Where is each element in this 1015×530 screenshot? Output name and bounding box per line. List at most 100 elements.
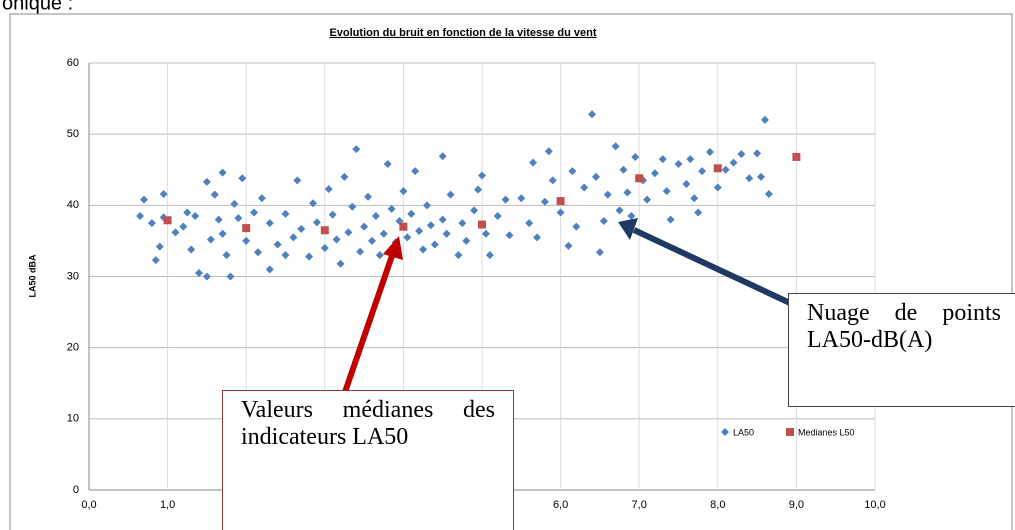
- diamond-marker: [643, 195, 652, 204]
- diamond-marker: [265, 265, 274, 274]
- diamond-marker: [615, 206, 624, 215]
- diamond-marker: [540, 197, 549, 206]
- diamond-marker: [458, 219, 467, 228]
- diamond-marker: [737, 150, 746, 159]
- diamond-marker: [226, 272, 235, 281]
- diamond-marker: [454, 251, 463, 260]
- diamond-marker: [159, 189, 168, 198]
- diamond-marker: [218, 168, 227, 177]
- diamond-marker: [533, 233, 542, 242]
- diamond-marker: [505, 231, 514, 240]
- diamond-marker: [364, 192, 373, 201]
- diamond-marker: [572, 222, 581, 231]
- diamond-marker: [171, 228, 180, 237]
- diamond-marker: [191, 212, 200, 221]
- diamond-marker: [690, 194, 699, 203]
- y-tick-label: 50: [67, 128, 79, 140]
- diamond-marker: [222, 251, 231, 260]
- diamond-marker: [352, 145, 361, 154]
- navy-arrow: [632, 227, 792, 306]
- diamond-marker: [568, 167, 577, 176]
- diamond-marker: [474, 185, 483, 194]
- diamond-marker: [686, 155, 695, 164]
- diamond-marker: [493, 212, 502, 221]
- diamond-marker: [729, 158, 738, 167]
- diamond-marker: [238, 174, 247, 183]
- diamond-marker: [438, 215, 447, 224]
- diamond-marker: [147, 219, 156, 228]
- diamond-marker: [379, 229, 388, 238]
- y-tick-label: 10: [67, 413, 79, 425]
- diamond-marker: [187, 245, 196, 254]
- diamond-marker: [658, 155, 667, 164]
- diamond-marker: [426, 221, 435, 230]
- diamond-marker: [324, 184, 333, 193]
- navy-arrowhead: [618, 218, 638, 240]
- diamond-marker: [662, 187, 671, 196]
- diamond-marker: [312, 218, 321, 227]
- y-tick-label: 60: [67, 57, 79, 69]
- diamond-marker: [273, 240, 282, 249]
- diamond-marker: [253, 248, 262, 257]
- diamond-marker: [446, 190, 455, 199]
- diamond-marker: [631, 152, 640, 161]
- diamond-marker: [411, 167, 420, 176]
- x-tick-label: 1,0: [160, 499, 175, 511]
- diamond-marker: [517, 194, 526, 203]
- diamond-marker: [136, 212, 145, 221]
- diamond-marker: [419, 245, 428, 254]
- y-tick-label: 40: [67, 199, 79, 211]
- diamond-marker: [155, 242, 164, 251]
- diamond-marker: [580, 183, 589, 192]
- diamond-marker: [309, 199, 318, 208]
- square-marker: [478, 220, 486, 229]
- diamond-marker: [713, 183, 722, 192]
- chart-title: Evolution du bruit en fonction de la vit…: [329, 27, 596, 39]
- square-marker: [786, 428, 794, 436]
- diamond-marker: [371, 212, 380, 221]
- diamond-marker: [666, 215, 675, 224]
- legend-label: LA50: [733, 427, 754, 437]
- diamond-marker: [544, 147, 553, 156]
- square-marker: [163, 216, 172, 225]
- diamond-marker: [757, 172, 766, 181]
- y-axis-label: LA50 dBA: [27, 254, 37, 298]
- median-note: Valeurs médianes des indicateurs LA50: [222, 390, 514, 530]
- diamond-marker: [367, 236, 376, 245]
- diamond-marker: [218, 229, 227, 238]
- square-marker: [399, 222, 408, 231]
- diamond-marker: [332, 235, 341, 244]
- diamond-marker: [140, 195, 149, 204]
- diamond-marker: [619, 165, 628, 174]
- diamond-marker: [387, 204, 396, 213]
- diamond-marker: [525, 219, 534, 228]
- diamond-marker: [430, 240, 439, 249]
- diamond-marker: [478, 171, 486, 180]
- x-tick-label: 8,0: [710, 499, 725, 511]
- x-tick-label: 0,0: [81, 499, 96, 511]
- diamond-marker: [293, 176, 302, 185]
- diamond-marker: [591, 172, 600, 181]
- diamond-marker: [281, 209, 290, 218]
- diamond-marker: [623, 188, 632, 197]
- diamond-marker: [603, 190, 612, 199]
- square-marker: [320, 226, 329, 235]
- diamond-marker: [230, 199, 239, 208]
- red-arrowhead: [383, 236, 403, 260]
- square-marker: [635, 174, 644, 183]
- diamond-marker: [407, 209, 416, 218]
- square-marker: [556, 197, 565, 206]
- diamond-marker: [442, 229, 451, 238]
- legend-label: Medianes L50: [798, 427, 855, 437]
- diamond-marker: [202, 177, 211, 186]
- red-arrow: [342, 249, 397, 393]
- diamond-marker: [265, 219, 274, 228]
- diamond-marker: [206, 235, 215, 244]
- diamond-marker: [356, 247, 365, 256]
- diamond-marker: [694, 208, 703, 217]
- diamond-marker: [202, 272, 211, 281]
- diamond-marker: [281, 251, 290, 260]
- diamond-marker: [556, 208, 565, 217]
- diamond-marker: [588, 110, 597, 119]
